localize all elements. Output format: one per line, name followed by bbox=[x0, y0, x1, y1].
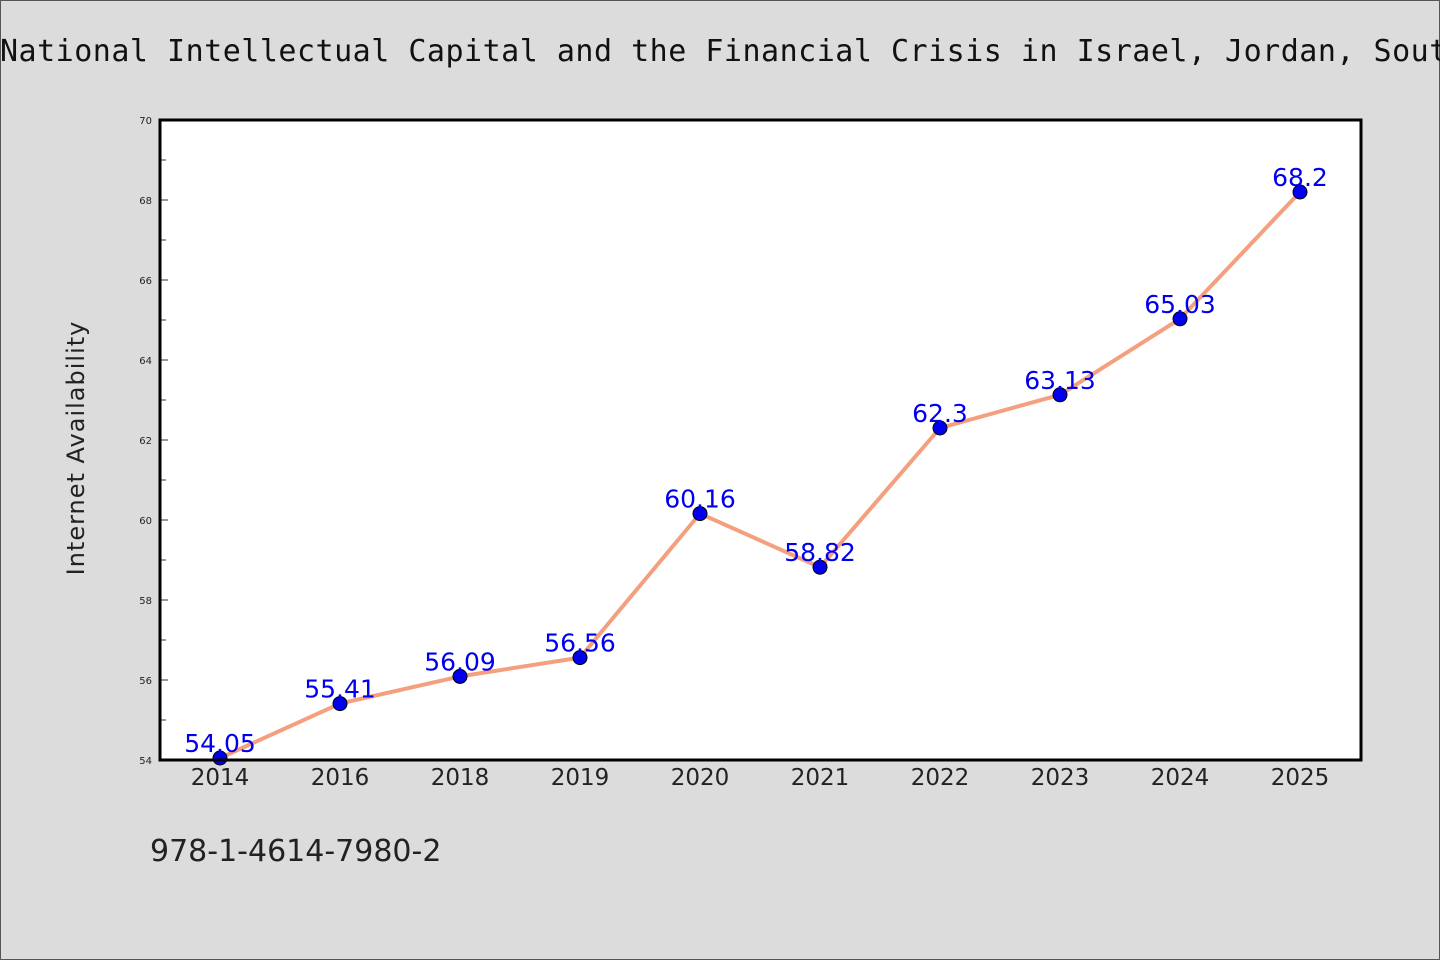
data-label: 62.3 bbox=[912, 399, 968, 428]
data-label: 65.03 bbox=[1144, 290, 1216, 319]
y-tick-label: 66 bbox=[139, 276, 152, 287]
y-tick-label: 70 bbox=[139, 116, 152, 127]
y-tick-label: 68 bbox=[139, 196, 152, 207]
y-tick-label: 60 bbox=[139, 516, 152, 527]
data-label: 56.56 bbox=[544, 629, 616, 658]
y-tick-label: 56 bbox=[139, 676, 152, 687]
data-label: 60.16 bbox=[664, 485, 736, 514]
x-tick-label: 2021 bbox=[791, 765, 850, 791]
footnote-isbn: 978-1-4614-7980-2 bbox=[150, 834, 442, 869]
data-point bbox=[932, 420, 948, 436]
data-point bbox=[1172, 311, 1188, 327]
y-tick-label: 64 bbox=[139, 356, 152, 367]
x-tick-label: 2014 bbox=[191, 765, 250, 791]
y-tick-label: 54 bbox=[139, 756, 152, 767]
data-label: 63.13 bbox=[1024, 366, 1096, 395]
data-label: 58.82 bbox=[784, 538, 856, 567]
data-point bbox=[572, 650, 588, 666]
y-tick-label: 62 bbox=[139, 436, 152, 447]
plot-border bbox=[158, 118, 1363, 762]
data-point bbox=[452, 668, 468, 684]
data-point bbox=[332, 696, 348, 712]
data-point bbox=[812, 559, 828, 575]
x-tick-label: 2023 bbox=[1031, 765, 1090, 791]
x-tick-label: 2018 bbox=[431, 765, 490, 791]
x-tick-label: 2025 bbox=[1271, 765, 1330, 791]
series-line bbox=[219, 190, 1302, 760]
data-label: 68.2 bbox=[1272, 163, 1328, 192]
data-label: 56.09 bbox=[424, 647, 496, 676]
x-tick-label: 2024 bbox=[1151, 765, 1210, 791]
x-tick-label: 2020 bbox=[671, 765, 730, 791]
data-point bbox=[1052, 387, 1068, 403]
x-tick-label: 2022 bbox=[911, 765, 970, 791]
chart-title: National Intellectual Capital and the Fi… bbox=[0, 34, 1440, 69]
data-point bbox=[1292, 184, 1308, 200]
data-point bbox=[692, 506, 708, 522]
plot-area bbox=[160, 120, 1361, 760]
x-tick-label: 2019 bbox=[551, 765, 610, 791]
x-tick-label: 2016 bbox=[311, 765, 370, 791]
data-label: 54.05 bbox=[184, 729, 256, 758]
y-tick-label: 58 bbox=[139, 596, 152, 607]
data-label: 55.41 bbox=[304, 675, 376, 704]
